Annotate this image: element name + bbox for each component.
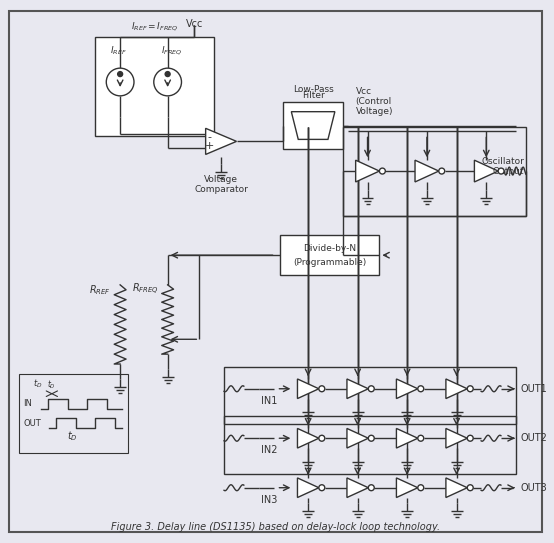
Polygon shape	[474, 160, 498, 182]
Polygon shape	[397, 379, 418, 399]
Text: Voltage): Voltage)	[356, 107, 393, 116]
Text: OUT1: OUT1	[521, 384, 547, 394]
Text: $R_{FREQ}$: $R_{FREQ}$	[132, 282, 159, 298]
Text: $I_{FREQ}$: $I_{FREQ}$	[161, 45, 182, 57]
Text: OUT2: OUT2	[521, 433, 547, 443]
Text: $t_D$: $t_D$	[67, 430, 78, 443]
Circle shape	[379, 168, 386, 174]
Circle shape	[319, 485, 325, 491]
Polygon shape	[397, 478, 418, 497]
Circle shape	[368, 485, 375, 491]
Polygon shape	[206, 128, 237, 154]
Text: Oscillator: Oscillator	[481, 157, 524, 166]
Text: $I_{REF} = I_{FREQ}$: $I_{REF} = I_{FREQ}$	[131, 20, 178, 33]
Text: $t_D$: $t_D$	[48, 378, 57, 391]
Circle shape	[467, 435, 473, 441]
Circle shape	[498, 168, 504, 174]
Text: Figure 3. Delay line (DS1135) based on delay-lock loop technology.: Figure 3. Delay line (DS1135) based on d…	[111, 522, 440, 532]
Text: OUT3: OUT3	[521, 483, 547, 493]
Text: IN3: IN3	[260, 495, 277, 504]
Bar	[280, 235, 379, 275]
Circle shape	[418, 386, 424, 392]
Polygon shape	[446, 428, 467, 448]
Text: Voltage
Comparator: Voltage Comparator	[194, 175, 248, 194]
Text: Vcc: Vcc	[186, 18, 203, 29]
Polygon shape	[347, 478, 368, 497]
Polygon shape	[446, 478, 467, 497]
Text: (Programmable): (Programmable)	[293, 257, 367, 267]
Circle shape	[106, 68, 134, 96]
Text: IN2: IN2	[260, 445, 277, 455]
Circle shape	[319, 435, 325, 441]
Polygon shape	[347, 379, 368, 399]
Circle shape	[467, 485, 473, 491]
Bar	[224, 416, 516, 474]
Bar	[224, 367, 516, 425]
Text: OUT: OUT	[23, 419, 41, 428]
Circle shape	[319, 386, 325, 392]
Circle shape	[368, 386, 375, 392]
Text: $R_{REF}$: $R_{REF}$	[89, 283, 111, 296]
Polygon shape	[356, 160, 379, 182]
Bar	[284, 102, 343, 149]
Circle shape	[154, 68, 182, 96]
Circle shape	[467, 386, 473, 392]
Text: +: +	[204, 141, 214, 151]
Bar	[343, 127, 526, 216]
Circle shape	[439, 168, 445, 174]
Polygon shape	[347, 428, 368, 448]
Polygon shape	[297, 379, 319, 399]
Text: $I_{REF}$: $I_{REF}$	[110, 45, 126, 57]
Bar	[95, 37, 214, 136]
Circle shape	[418, 435, 424, 441]
Text: Filter: Filter	[302, 91, 325, 100]
Circle shape	[165, 72, 170, 77]
Polygon shape	[446, 379, 467, 399]
Text: (Control: (Control	[356, 97, 392, 106]
Text: Output: Output	[493, 167, 524, 175]
Text: Vcc: Vcc	[356, 87, 372, 97]
Polygon shape	[415, 160, 439, 182]
Bar	[19, 374, 128, 453]
Text: -: -	[207, 131, 211, 142]
Text: Low-Pass: Low-Pass	[293, 85, 334, 94]
Text: $t_D$: $t_D$	[33, 377, 43, 390]
Polygon shape	[297, 428, 319, 448]
Text: IN: IN	[23, 399, 32, 408]
Text: Divide-by-N: Divide-by-N	[304, 244, 356, 252]
Circle shape	[117, 72, 122, 77]
Circle shape	[418, 485, 424, 491]
Polygon shape	[297, 478, 319, 497]
Polygon shape	[397, 428, 418, 448]
Text: IN1: IN1	[260, 396, 277, 406]
Circle shape	[368, 435, 375, 441]
